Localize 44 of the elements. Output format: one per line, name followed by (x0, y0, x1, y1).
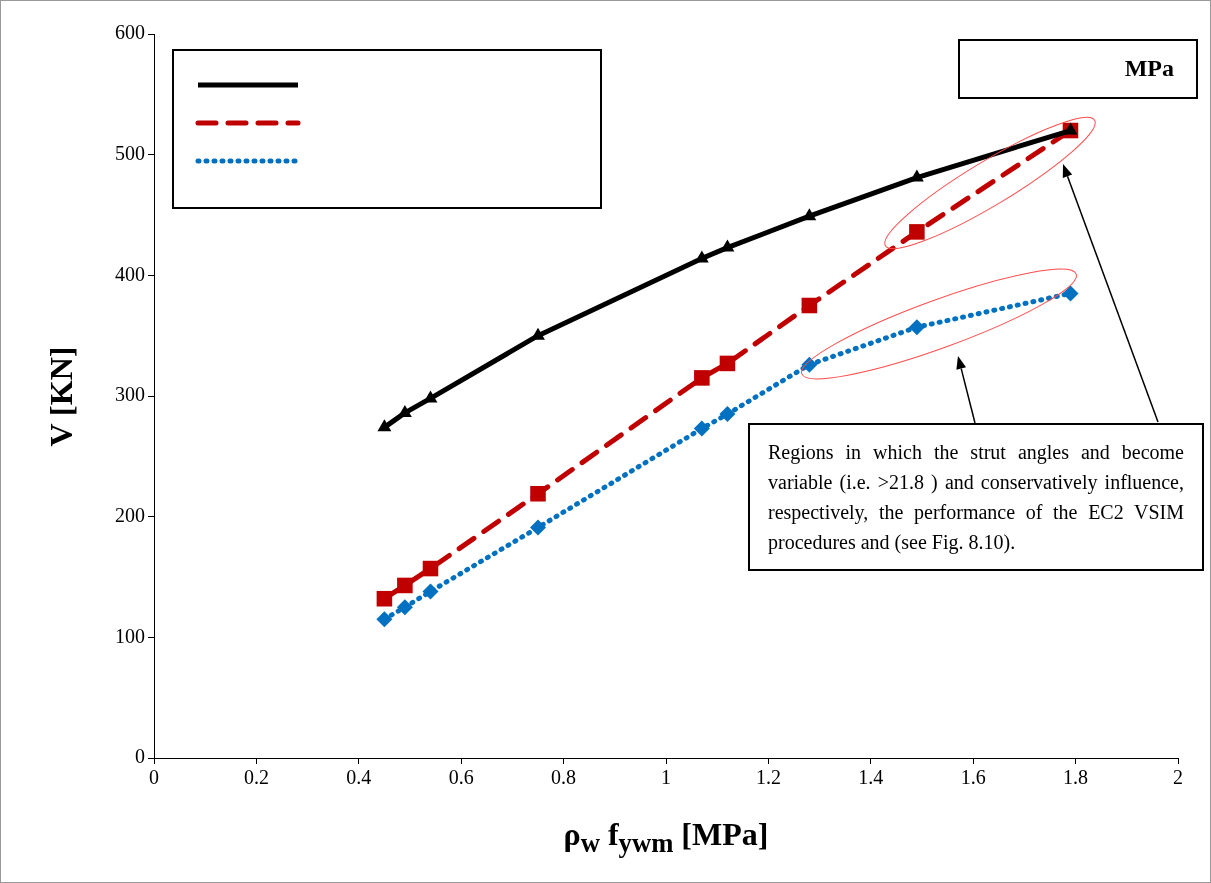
x-tick-label: 1.8 (1063, 766, 1089, 789)
x-tick-label: 1 (661, 766, 671, 789)
point (397, 577, 413, 594)
point (530, 519, 546, 536)
y-tick-label: 400 (115, 262, 145, 285)
y-axis-title: V [KN] (43, 346, 81, 446)
point (1063, 122, 1078, 135)
y-tick-label: 600 (115, 21, 145, 44)
point (694, 370, 710, 386)
x-tick-label: 0.8 (551, 766, 577, 789)
point (397, 404, 412, 417)
point (530, 485, 546, 502)
y-tick-label: 100 (115, 624, 145, 647)
point (422, 560, 439, 577)
point (422, 583, 439, 600)
y-tick-label: 0 (135, 745, 145, 768)
x-tick-label: 2 (1173, 766, 1183, 789)
x-tick-label: 0.2 (243, 766, 269, 789)
point (377, 419, 392, 432)
point (396, 599, 413, 616)
point (376, 611, 393, 628)
x-tick-label: 1.4 (858, 766, 884, 789)
point (908, 319, 925, 336)
y-tick-label: 300 (115, 383, 145, 406)
point (802, 208, 817, 221)
point (1062, 285, 1079, 302)
point (376, 590, 393, 607)
x-tick-label: 0.4 (346, 766, 372, 789)
x-tick-label: 1.6 (960, 766, 986, 789)
x-tick-label: 1.2 (755, 766, 781, 789)
x-axis-title: ρ$_{w}$ f$_{ywm}$ [MPa] (563, 816, 769, 860)
y-tick-label: 200 (115, 503, 145, 526)
point (719, 355, 736, 372)
point (693, 420, 710, 437)
x-tick-label: 0 (149, 766, 159, 789)
annotation: Regions in which the strut angles and become variable (i.e. >21.8 ) and conservatively influence, respectively, the performance of the EC2 VSIM procedures and (see Fig. 8.10). (748, 423, 1204, 571)
point (719, 406, 736, 423)
point (423, 390, 438, 403)
point (909, 224, 925, 240)
annotation: MPa (958, 39, 1198, 99)
y-tick-label: 500 (115, 141, 145, 164)
x-tick-label: 0.6 (448, 766, 474, 789)
point (801, 297, 818, 314)
point (531, 327, 545, 340)
